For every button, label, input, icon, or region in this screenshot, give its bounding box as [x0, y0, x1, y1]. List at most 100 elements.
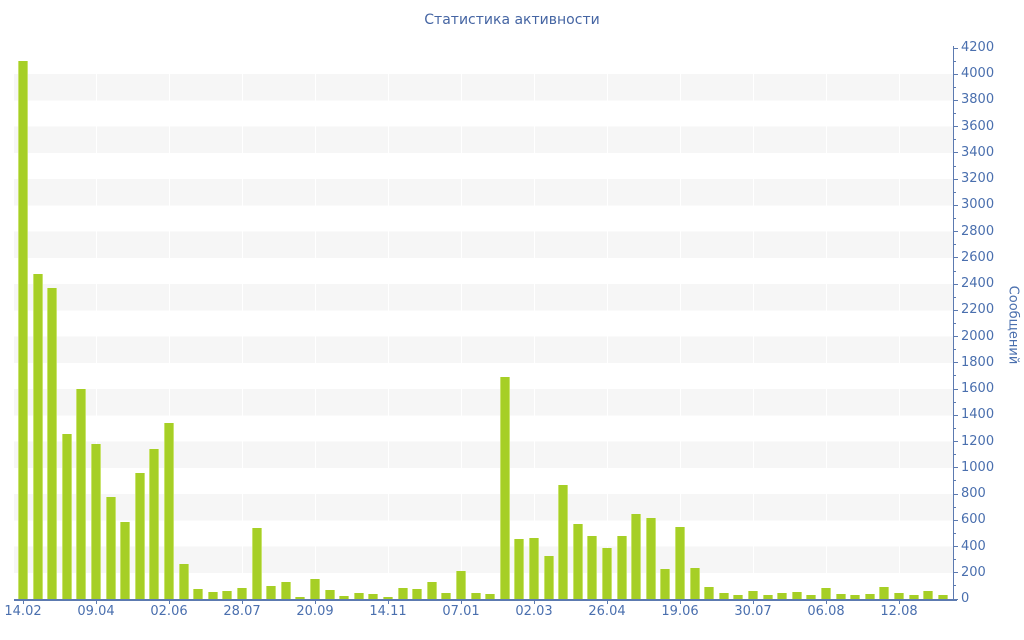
x-tick-label: 28.07 — [223, 604, 261, 619]
y-tick-label: 400 — [961, 538, 986, 554]
bar — [543, 555, 554, 599]
x-axis-tick — [242, 599, 243, 604]
y-axis-minor-tick — [953, 375, 956, 377]
bar — [134, 473, 145, 599]
y-tick-label: 800 — [961, 486, 986, 502]
y-axis-minor-tick — [953, 86, 956, 88]
y-tick-label: 1600 — [961, 381, 995, 397]
bar — [339, 595, 350, 599]
bar — [441, 592, 452, 599]
bar — [178, 563, 189, 599]
y-axis-major-tick — [953, 519, 958, 521]
y-axis-major-tick — [953, 152, 958, 154]
x-tick-label: 09.04 — [77, 604, 115, 619]
y-tick-label: 2600 — [961, 249, 995, 265]
bar — [806, 595, 817, 599]
x-gridline — [533, 48, 535, 599]
y-axis-major-tick — [953, 336, 958, 338]
y-tick-label: 3800 — [961, 92, 995, 108]
bar — [368, 594, 379, 599]
bar — [616, 536, 627, 599]
y-axis-major-tick — [953, 126, 958, 128]
y-axis-minor-tick — [953, 296, 956, 298]
bar — [193, 588, 204, 599]
y-axis-major-tick — [953, 73, 958, 75]
bar — [164, 423, 174, 599]
x-gridline — [606, 48, 608, 599]
y-axis-minor-tick — [953, 323, 956, 324]
bar — [149, 449, 160, 599]
y-tick-label: 4200 — [961, 40, 995, 55]
bar — [908, 595, 919, 599]
y-axis-major-tick — [953, 493, 958, 495]
y-tick-label: 1800 — [961, 354, 995, 370]
bar — [689, 567, 700, 599]
x-axis-tick — [388, 599, 389, 604]
bar — [529, 537, 539, 599]
bar — [923, 591, 934, 599]
y-axis-title: Сообщений — [1005, 285, 1021, 365]
bar — [835, 593, 846, 599]
y-axis-major-tick — [953, 257, 958, 259]
bar — [733, 594, 744, 599]
y-axis-major-tick — [953, 47, 958, 49]
bar — [61, 434, 72, 599]
y-axis-minor-tick — [953, 506, 956, 508]
y-axis-minor-tick — [953, 532, 956, 534]
x-axis-tick — [899, 599, 900, 604]
x-tick-label: 20.09 — [296, 604, 334, 619]
bar — [353, 592, 364, 599]
x-tick-label: 14.11 — [369, 604, 407, 619]
y-axis-major-tick — [953, 99, 958, 101]
y-axis-minor-tick — [953, 270, 956, 272]
bar — [762, 594, 773, 599]
x-gridline — [460, 48, 462, 599]
y-tick-label: 3400 — [961, 144, 995, 160]
bar — [222, 590, 233, 599]
bar — [777, 593, 788, 599]
bar — [850, 594, 861, 599]
bar — [704, 587, 715, 599]
bar — [660, 568, 671, 599]
bar — [91, 443, 101, 599]
y-axis-major-tick — [953, 362, 958, 364]
bar — [295, 596, 306, 599]
y-axis-minor-tick — [953, 585, 956, 587]
y-tick-label: 0 — [961, 591, 970, 606]
y-tick-label: 3200 — [961, 171, 995, 187]
bar — [821, 587, 831, 599]
x-gridline — [898, 48, 900, 599]
x-gridline — [95, 48, 97, 599]
bar — [105, 497, 116, 599]
bar — [207, 591, 218, 599]
bar — [383, 596, 393, 599]
y-axis-major-tick — [953, 283, 958, 285]
chart-title: Статистика активности — [424, 12, 600, 28]
x-tick-label: 26.04 — [588, 604, 626, 619]
x-tick-label: 06.08 — [807, 604, 845, 619]
y-tick-label: 1400 — [961, 407, 995, 423]
y-axis-minor-tick — [953, 60, 956, 62]
y-axis-minor-tick — [953, 480, 956, 482]
y-axis-minor-tick — [953, 165, 956, 167]
bar — [879, 586, 890, 599]
y-tick-label: 3600 — [961, 118, 995, 134]
x-axis-tick — [461, 599, 462, 604]
y-axis-minor-tick — [953, 401, 956, 403]
y-axis-minor-tick — [953, 139, 956, 141]
x-gridline — [314, 48, 316, 599]
y-tick-label: 600 — [961, 512, 986, 528]
bar — [18, 61, 28, 599]
bar — [937, 595, 948, 599]
x-tick-label: 30.07 — [734, 604, 772, 619]
bar — [32, 274, 43, 599]
y-axis-major-tick — [953, 441, 958, 443]
bar — [456, 571, 466, 599]
y-tick-label: 1200 — [961, 433, 995, 449]
bar — [791, 591, 802, 599]
x-axis-tick — [169, 599, 170, 604]
y-axis-minor-tick — [953, 427, 956, 429]
x-gridline — [387, 48, 389, 599]
x-gridline — [168, 48, 170, 599]
